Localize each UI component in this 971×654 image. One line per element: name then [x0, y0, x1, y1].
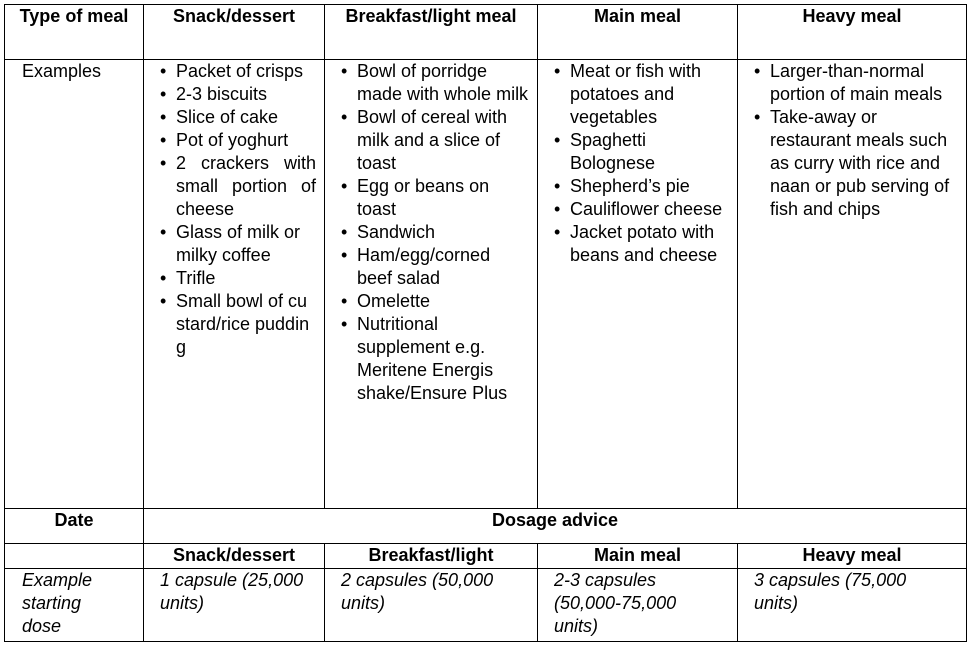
header-cell: Breakfast/light meal	[324, 4, 538, 60]
dosage-table: Type of meal Snack/dessert Breakfast/light…	[4, 4, 967, 642]
dosage-title: Dosage advice	[143, 508, 967, 544]
list-item: 2-3 biscuits	[160, 83, 316, 106]
column-header: Breakfast/light	[324, 543, 538, 569]
table-row: ExamplesPacket of crisps2-3 biscuitsSlic…	[4, 59, 967, 509]
row-label: Examples	[4, 59, 144, 509]
list-item: Bowl of porridge made with whole milk	[341, 60, 529, 106]
dose-cell: 2 capsules (50,000 units)	[324, 568, 538, 642]
list-item: Egg or beans on toast	[341, 175, 529, 221]
empty-cell	[4, 543, 144, 569]
table-row: Example starting dose 1 capsule (25,000 u…	[4, 568, 967, 642]
list-item: Cauliflower cheese	[554, 198, 729, 221]
header-cell: Heavy meal	[737, 4, 967, 60]
table-body: Type of meal Snack/dessert Breakfast/light…	[4, 4, 967, 642]
column-header: Heavy meal	[737, 543, 967, 569]
dose-cell: 2-3 capsules (50,000-75,000 units)	[537, 568, 738, 642]
table-row: Type of meal Snack/dessert Breakfast/light…	[4, 4, 967, 60]
list-item: 2 crackers with small portion of cheese	[160, 152, 316, 221]
list-item: Small bowl of custard/rice pudding	[160, 290, 316, 359]
list-item: Shepherd’s pie	[554, 175, 729, 198]
list-item: Packet of crisps	[160, 60, 316, 83]
list-item: Slice of cake	[160, 106, 316, 129]
bullet-list: Bowl of porridge made with whole milkBow…	[341, 60, 529, 405]
header-cell: Type of meal	[4, 4, 144, 60]
list-item: Pot of yoghurt	[160, 129, 316, 152]
list-item: Glass of milk or milky coffee	[160, 221, 316, 267]
column-header: Snack/dessert	[143, 543, 325, 569]
examples-cell: Bowl of porridge made with whole milkBow…	[324, 59, 538, 509]
header-cell: Main meal	[537, 4, 738, 60]
list-item: Jacket potato with beans and cheese	[554, 221, 729, 267]
dose-cell: 1 capsule (25,000 units)	[143, 568, 325, 642]
list-item: Nutritional supplement e.g. Meritene Ene…	[341, 313, 529, 405]
list-item: Take-away or restaurant meals such as cu…	[754, 106, 958, 221]
bullet-list: Packet of crisps2-3 biscuitsSlice of cak…	[160, 60, 316, 359]
list-item: Spaghetti Bolognese	[554, 129, 729, 175]
examples-cell: Packet of crisps2-3 biscuitsSlice of cak…	[143, 59, 325, 509]
list-item: Trifle	[160, 267, 316, 290]
table-row: Date Dosage advice	[4, 508, 967, 544]
column-header: Main meal	[537, 543, 738, 569]
list-item: Omelette	[341, 290, 529, 313]
list-item: Meat or fish with potatoes and vegetable…	[554, 60, 729, 129]
list-item: Larger-than-normal portion of main meals	[754, 60, 958, 106]
examples-cell: Larger-than-normal portion of main meals…	[737, 59, 967, 509]
list-item: Sandwich	[341, 221, 529, 244]
date-label: Date	[4, 508, 144, 544]
bullet-list: Larger-than-normal portion of main meals…	[754, 60, 958, 221]
bullet-list: Meat or fish with potatoes and vegetable…	[554, 60, 729, 267]
dose-cell: 3 capsules (75,000 units)	[737, 568, 967, 642]
header-cell: Snack/dessert	[143, 4, 325, 60]
examples-cell: Meat or fish with potatoes and vegetable…	[537, 59, 738, 509]
table-row: Snack/dessert Breakfast/light Main meal Hea…	[4, 543, 967, 569]
list-item: Bowl of cereal with milk and a slice of …	[341, 106, 529, 175]
list-item: Ham/egg/corned beef salad	[341, 244, 529, 290]
row-label: Example starting dose	[4, 568, 144, 642]
